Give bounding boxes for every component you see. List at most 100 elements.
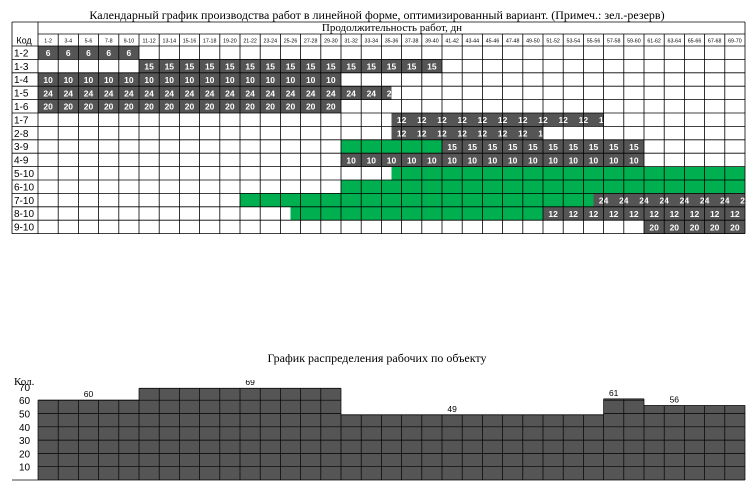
period-header: 33-34 <box>365 39 379 45</box>
code-column-header: Код <box>16 36 32 46</box>
workers-count-label: 15 <box>165 62 175 72</box>
period-header: 23-24 <box>264 39 278 45</box>
workers-bar <box>300 388 321 480</box>
workers-bar <box>684 405 705 480</box>
workers-bar <box>219 388 240 480</box>
workers-count-label: 10 <box>488 155 498 165</box>
workers-count-label: 10 <box>508 155 518 165</box>
workers-count-label: 10 <box>225 75 235 85</box>
task-code-label: 1-3 <box>14 62 29 73</box>
workers-count-label: 10 <box>84 75 94 85</box>
workers-bar <box>563 414 584 480</box>
workers-count-label: 15 <box>488 142 498 152</box>
workers-count-label: 24 <box>286 88 296 98</box>
workers-count-label: 20 <box>43 102 53 112</box>
workers-bar <box>421 414 442 480</box>
y-tick-label: 40 <box>19 423 31 434</box>
workers-count-label: 15 <box>407 62 417 72</box>
workers-count-label: 10 <box>569 155 579 165</box>
period-header: 51-52 <box>546 39 560 45</box>
period-header: 7-8 <box>105 39 113 45</box>
workers-count-label: 10 <box>144 75 154 85</box>
period-header: 63-64 <box>668 39 682 45</box>
workers-bar <box>442 414 463 480</box>
workers-count-label: 24 <box>205 88 215 98</box>
period-header: 43-44 <box>466 39 480 45</box>
workers-count-label: 12 <box>548 209 558 219</box>
workers-count-label: 24 <box>346 88 356 98</box>
value-annotation: 56 <box>670 395 680 405</box>
period-header: 11-12 <box>143 39 156 45</box>
workers-count-label: 15 <box>569 142 579 152</box>
workers-bar <box>401 414 422 480</box>
period-header: 17-18 <box>203 39 217 45</box>
y-tick-label: 20 <box>19 449 31 460</box>
workers-count-label: 24 <box>306 88 316 98</box>
workers-count-label: 24 <box>144 88 154 98</box>
workers-count-label: 10 <box>629 155 639 165</box>
task-code-label: 3-9 <box>14 142 29 153</box>
workers-count-label: 20 <box>205 102 215 112</box>
y-tick-label: 10 <box>19 463 31 474</box>
workers-count-label: 24 <box>266 88 276 98</box>
workers-bar <box>199 388 220 480</box>
workers-bar <box>522 414 543 480</box>
workers-count-label: 15 <box>205 62 215 72</box>
workers-count-label: 10 <box>266 75 276 85</box>
workers-bar <box>320 388 341 480</box>
workers-bar <box>179 388 200 480</box>
period-header: 27-28 <box>304 39 318 45</box>
workers-bar <box>664 405 685 480</box>
workers-count-label: 10 <box>306 75 316 85</box>
work-bar <box>391 113 604 127</box>
task-code-label: 2-8 <box>14 129 29 140</box>
workers-count-label: 10 <box>528 155 538 165</box>
workers-count-label: 6 <box>86 48 91 58</box>
y-tick-label: 30 <box>19 436 31 447</box>
task-code-label: 9-10 <box>14 223 34 234</box>
period-header: 39-40 <box>425 39 439 45</box>
value-annotation: 69 <box>245 380 255 387</box>
workers-count-label: 10 <box>205 75 215 85</box>
workers-count-label: 20 <box>165 102 175 112</box>
period-header: 9-10 <box>124 39 135 45</box>
task-code-label: 1-6 <box>14 102 29 113</box>
y-tick-label: 70 <box>19 383 31 394</box>
workers-count-label: 12 <box>670 209 680 219</box>
workers-count-label: 12 <box>730 209 740 219</box>
work-bar <box>38 46 139 60</box>
workers-histogram: 10 20 30 40 50 60 70 60 69 49 61 56 <box>12 380 746 481</box>
period-header: 19-20 <box>223 39 237 45</box>
workers-bar <box>583 414 604 480</box>
period-header: 1-2 <box>44 39 52 45</box>
period-header: 15-16 <box>183 39 197 45</box>
workers-count-label: 15 <box>589 142 599 152</box>
period-header: 49-50 <box>526 39 540 45</box>
reserve-bar <box>391 166 745 180</box>
task-code-label: 7-10 <box>14 196 34 207</box>
workers-bar <box>260 388 281 480</box>
workers-count-label: 20 <box>730 222 740 232</box>
workers-bar <box>381 414 402 480</box>
workers-count-label: 15 <box>427 62 437 72</box>
workers-count-label: 20 <box>670 222 680 232</box>
workers-bar <box>502 414 523 480</box>
workers-count-label: 15 <box>286 62 296 72</box>
workers-count-label: 15 <box>367 62 377 72</box>
period-header: 25-26 <box>284 39 298 45</box>
workers-count-label: 15 <box>468 142 478 152</box>
period-header: 37-38 <box>405 39 419 45</box>
period-header: 45-46 <box>486 39 500 45</box>
workers-count-label: 10 <box>326 75 336 85</box>
work-bar <box>644 220 745 234</box>
workers-count-label: 15 <box>629 142 639 152</box>
y-tick-label: 60 <box>19 396 31 407</box>
work-bar <box>593 193 745 207</box>
workers-count-label: 15 <box>144 62 154 72</box>
workers-count-label: 20 <box>84 102 94 112</box>
workers-count-label: 20 <box>104 102 114 112</box>
workers-bar <box>623 398 644 480</box>
workers-count-label: 10 <box>286 75 296 85</box>
workers-bar <box>543 414 564 480</box>
period-header: 53-54 <box>567 39 581 45</box>
